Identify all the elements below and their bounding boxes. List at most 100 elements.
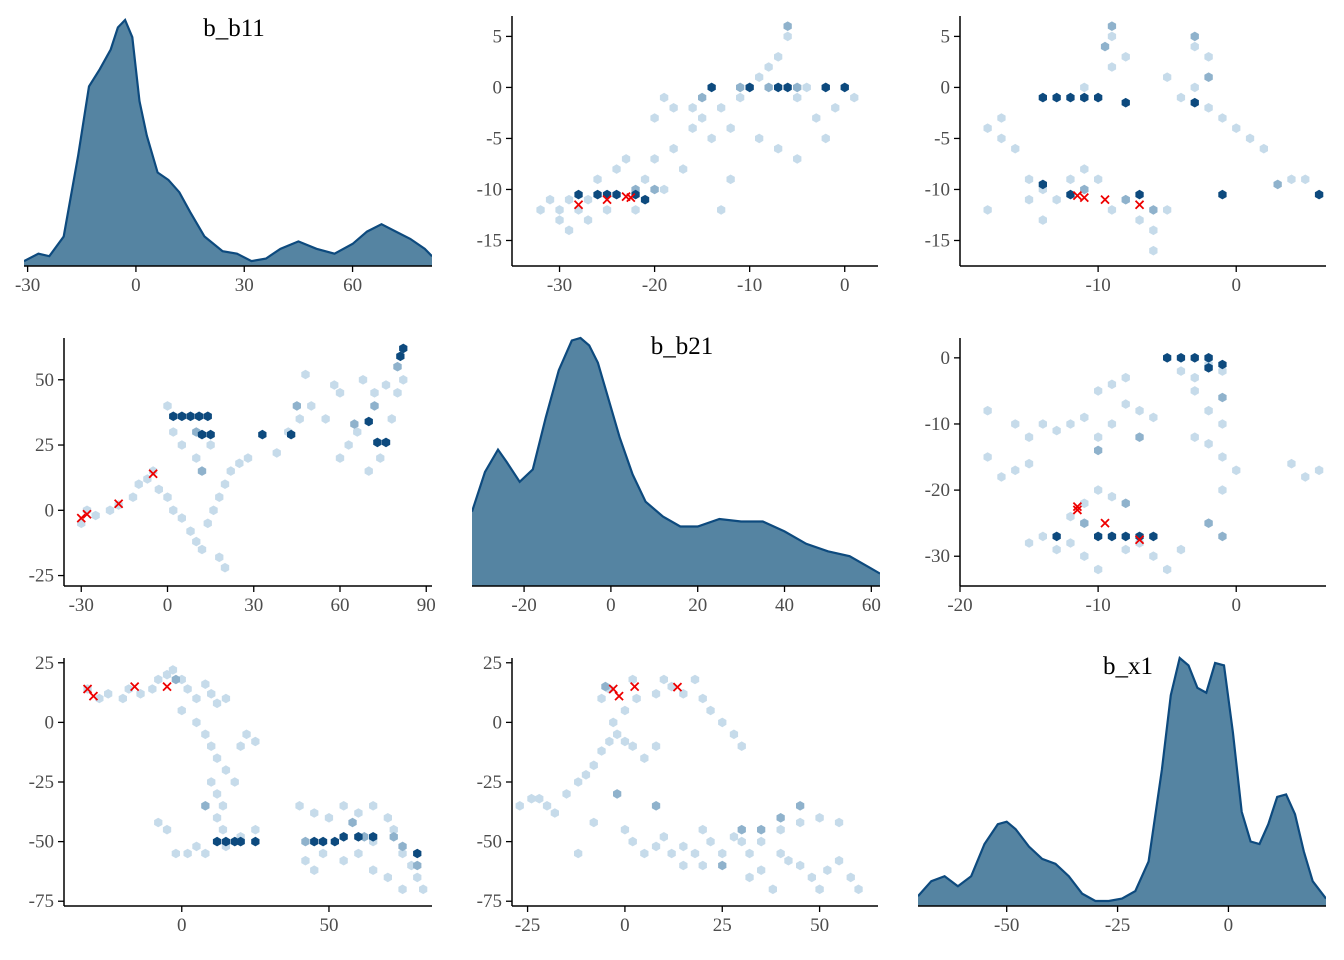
hex-bin xyxy=(717,205,726,215)
hex-bin xyxy=(272,448,281,458)
hex-bin xyxy=(796,860,805,871)
hex-bin xyxy=(1218,113,1227,123)
hex-bin xyxy=(1190,97,1199,108)
hex-bin xyxy=(1107,491,1117,502)
hex-bin xyxy=(736,92,745,103)
hex-bin xyxy=(364,466,373,476)
hex-bin xyxy=(376,453,385,463)
sample-marker xyxy=(88,691,99,701)
hex-bin xyxy=(1024,538,1034,548)
hex-bin xyxy=(177,513,186,523)
hex-bin xyxy=(1121,52,1130,62)
hex-bin xyxy=(667,848,676,859)
sample-marker xyxy=(1100,518,1110,528)
hex-bin xyxy=(1135,215,1144,225)
hex-bin xyxy=(1204,353,1213,363)
hex-bin xyxy=(707,82,716,93)
x-tick-label: -10 xyxy=(1085,275,1110,296)
hex-bin xyxy=(212,836,222,847)
hex-bin xyxy=(197,544,207,555)
hex-bin xyxy=(1204,518,1213,528)
hex-bin xyxy=(339,855,348,866)
hex-bin xyxy=(169,411,178,422)
x-tick-label: 0 xyxy=(1231,275,1241,296)
x-tick-label: -10 xyxy=(1085,595,1110,616)
hex-bin xyxy=(783,82,792,93)
y-tick-label: -5 xyxy=(934,128,950,149)
hex-bin xyxy=(631,205,640,215)
x-tick-label: -20 xyxy=(642,275,667,296)
y-tick-label: 5 xyxy=(493,26,503,47)
hex-bin xyxy=(768,884,777,895)
y-tick-label: -10 xyxy=(925,179,950,200)
hex-bin xyxy=(118,693,127,704)
density-area xyxy=(472,338,880,586)
hex-bin xyxy=(369,801,378,811)
y-tick-label: -25 xyxy=(477,772,502,793)
hex-bin xyxy=(601,681,610,692)
hex-bin xyxy=(1314,465,1324,476)
hex-bin xyxy=(162,824,172,835)
hex-bin xyxy=(1301,472,1310,482)
hex-bin xyxy=(215,552,224,563)
hex-bin xyxy=(659,674,668,685)
hex-bin xyxy=(718,848,727,859)
hex-bin xyxy=(679,841,688,852)
hex-bin xyxy=(183,684,192,694)
panel-3-3: b_x1 -50 -25 0 xyxy=(918,653,1326,936)
hex-bin xyxy=(718,717,727,728)
hex-bin xyxy=(221,693,231,704)
hex-bin xyxy=(1038,531,1047,542)
hex-bin xyxy=(555,205,564,215)
hex-bin xyxy=(177,411,186,422)
hex-bin xyxy=(706,705,715,716)
hex-bin xyxy=(148,684,157,694)
hex-bin xyxy=(1094,485,1103,495)
hex-bin xyxy=(755,72,764,82)
hex-bin xyxy=(757,836,766,847)
x-tick-label: 30 xyxy=(244,595,263,616)
hex-bin xyxy=(201,801,210,811)
x-tick-label: 0 xyxy=(620,915,630,936)
hex-bin xyxy=(613,729,622,740)
hex-bin xyxy=(854,884,863,895)
hex-bin xyxy=(1080,518,1089,528)
hex-bin xyxy=(621,154,631,164)
density-line xyxy=(472,336,880,575)
hex-bin xyxy=(1094,432,1103,442)
hex-bin xyxy=(640,194,650,205)
hex-bin xyxy=(1218,366,1227,376)
hex-bin xyxy=(1135,189,1144,200)
hex-bin xyxy=(1190,353,1199,363)
hex-bin xyxy=(215,492,224,502)
hex-bin xyxy=(793,82,802,93)
hex-bin xyxy=(698,113,707,123)
hex-bin xyxy=(574,848,583,859)
hex-bin xyxy=(220,479,230,489)
sample-marker xyxy=(1100,195,1110,205)
hex-bin xyxy=(318,836,328,847)
hex-bin xyxy=(364,416,373,427)
hex-bin xyxy=(669,103,678,113)
hex-bin xyxy=(369,832,378,842)
hex-bin xyxy=(1121,194,1130,205)
hex-bin xyxy=(1149,551,1158,561)
hex-bin xyxy=(659,832,668,842)
hex-bin xyxy=(1163,205,1172,215)
x-tick-label: -20 xyxy=(511,595,536,616)
x-tick-label: 0 xyxy=(131,275,141,296)
hex-bin xyxy=(659,92,669,103)
hex-bin xyxy=(206,440,215,450)
sample-marker xyxy=(614,691,624,701)
sample-marker xyxy=(82,509,92,519)
hex-bin xyxy=(783,31,792,42)
hex-bin xyxy=(757,824,766,835)
hex-bin xyxy=(1218,392,1227,403)
sample-marker xyxy=(162,681,172,692)
panel-title: b_b11 xyxy=(203,15,265,42)
x-tick-label: 50 xyxy=(810,915,829,936)
hex-bin xyxy=(201,729,210,740)
hex-bin xyxy=(628,674,637,685)
hex-bin xyxy=(690,848,700,859)
hex-bin xyxy=(776,848,785,859)
